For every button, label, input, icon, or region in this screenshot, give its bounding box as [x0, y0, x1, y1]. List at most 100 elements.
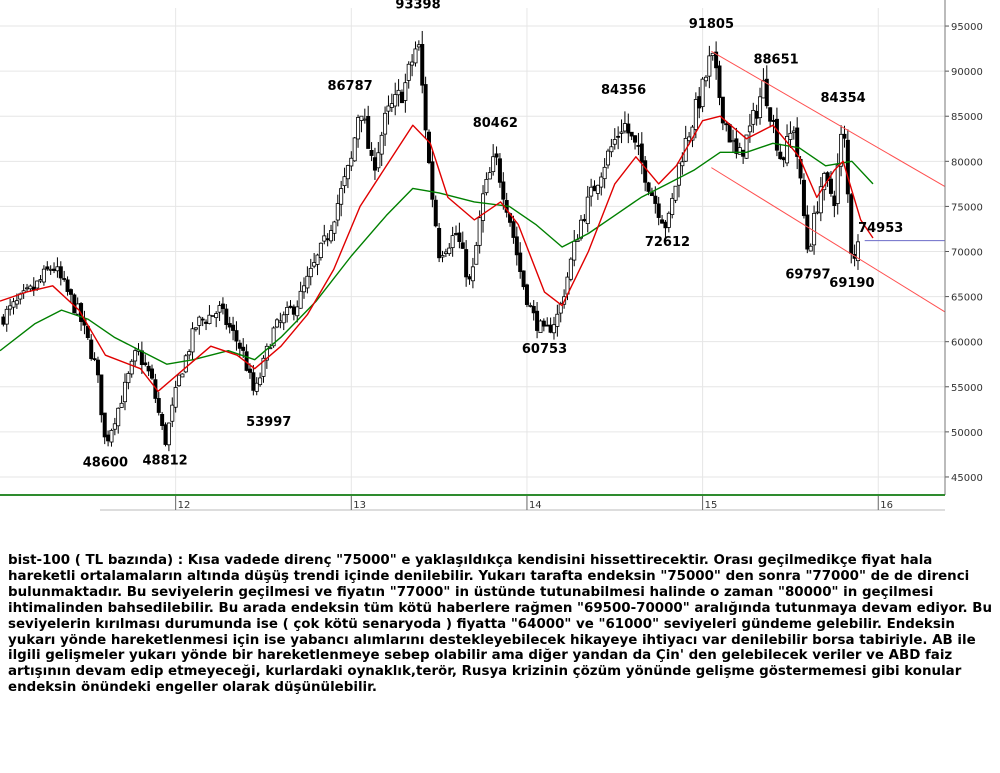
candle-body — [808, 245, 813, 252]
candle-body — [187, 351, 192, 356]
candle-body — [143, 362, 148, 366]
candle-body — [102, 412, 107, 438]
candle-body — [261, 357, 266, 377]
candle-body — [156, 398, 161, 413]
candle-body — [514, 236, 519, 256]
candle-body — [251, 372, 256, 391]
candle-body — [555, 313, 560, 327]
candle-body — [264, 345, 269, 361]
price-label: 69797 — [785, 267, 830, 282]
candle-body — [737, 147, 742, 155]
candle-body — [308, 267, 313, 278]
candle-body — [55, 266, 60, 272]
candle-body — [690, 126, 695, 141]
candlestick-series — [1, 30, 860, 452]
candle-body — [541, 320, 546, 327]
candle-body — [423, 84, 428, 131]
price-label: 48600 — [83, 455, 128, 470]
candle-body — [666, 212, 671, 228]
candle-body — [312, 262, 317, 267]
candle-body — [95, 359, 100, 376]
candle-body — [278, 320, 283, 323]
candle-body — [318, 242, 323, 258]
candle-body — [285, 307, 290, 315]
candle-body — [697, 96, 702, 109]
candle-body — [170, 404, 175, 422]
candle-body — [345, 165, 350, 180]
candle-body — [619, 131, 624, 134]
candle-body — [413, 48, 418, 64]
candle-body — [771, 120, 776, 122]
candle-body — [173, 387, 178, 408]
candle-body — [497, 158, 502, 183]
candle-body — [204, 321, 209, 324]
price-label: 91805 — [689, 17, 734, 32]
candle-body — [754, 110, 759, 119]
y-tick-label: 95000 — [951, 22, 983, 33]
candle-body — [359, 115, 364, 121]
candle-body — [119, 402, 124, 408]
candle-body — [639, 143, 644, 163]
y-tick-label: 45000 — [951, 473, 983, 484]
candle-body — [366, 115, 371, 149]
candle-body — [430, 161, 435, 200]
candle-body — [572, 240, 577, 261]
candle-body — [582, 218, 587, 222]
candle-body — [845, 139, 850, 195]
candle-body — [4, 308, 9, 325]
candle-body — [700, 78, 705, 108]
candle-body — [774, 118, 779, 151]
candle-body — [214, 313, 219, 319]
candle-body — [163, 424, 168, 445]
candle-body — [676, 162, 681, 186]
candle-body — [616, 135, 621, 138]
candle-body — [443, 251, 448, 254]
candle-body — [62, 278, 67, 280]
candle-body — [433, 199, 438, 227]
candle-body — [487, 172, 492, 180]
candle-body — [551, 324, 556, 334]
candle-body — [849, 194, 854, 255]
short-moving-average-line — [0, 115, 874, 392]
candle-body — [680, 161, 685, 167]
candle-body — [609, 146, 614, 153]
candle-body — [437, 227, 442, 259]
candle-body — [329, 230, 334, 242]
candle-body — [477, 217, 482, 246]
candle-body — [109, 429, 114, 443]
candle-body — [386, 105, 391, 112]
candle-body — [744, 134, 749, 159]
candle-body — [8, 305, 13, 310]
candle-body — [491, 156, 496, 173]
candle-body — [761, 79, 766, 99]
price-label: 53997 — [246, 415, 291, 430]
market-commentary: bist-100 ( TL bazında) : Kısa vadede dir… — [8, 553, 993, 696]
candle-body — [217, 305, 222, 313]
candle-body — [332, 221, 337, 234]
candle-body — [52, 268, 57, 271]
candle-body — [440, 255, 445, 258]
candle-body — [122, 381, 127, 403]
candle-body — [535, 310, 540, 331]
candle-body — [1, 316, 6, 325]
candle-body — [687, 136, 692, 142]
x-tick-label: 12 — [178, 500, 191, 511]
candle-body — [376, 152, 381, 169]
candle-body — [653, 195, 658, 204]
candle-body — [812, 212, 817, 246]
candle-body — [352, 137, 357, 162]
candle-body — [399, 91, 404, 104]
candle-body — [842, 133, 847, 139]
y-tick-label: 55000 — [951, 383, 983, 394]
candle-body — [58, 266, 63, 279]
candle-body — [305, 275, 310, 289]
candle-body — [190, 328, 195, 353]
candle-body — [274, 319, 279, 328]
candle-body — [396, 89, 401, 96]
candle-body — [281, 314, 286, 324]
candle-body — [568, 258, 573, 280]
candle-body — [734, 138, 739, 154]
candle-body — [747, 125, 752, 133]
candle-body — [531, 305, 536, 314]
candle-body — [528, 305, 533, 307]
